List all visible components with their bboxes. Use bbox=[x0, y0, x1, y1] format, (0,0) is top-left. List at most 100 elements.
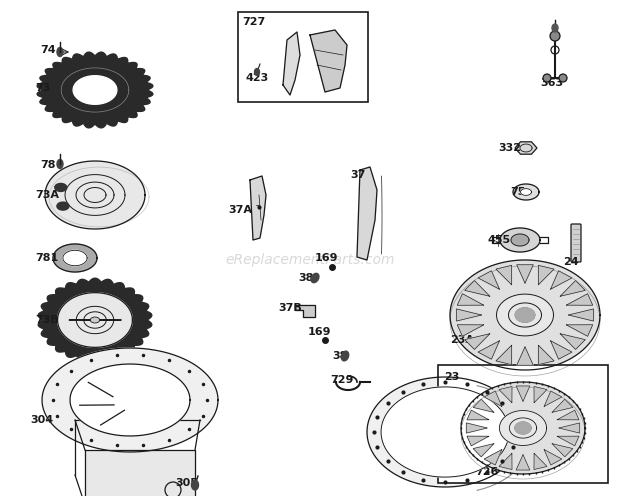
FancyBboxPatch shape bbox=[571, 224, 581, 262]
Polygon shape bbox=[250, 176, 266, 240]
Ellipse shape bbox=[55, 184, 67, 191]
Text: 305: 305 bbox=[175, 478, 198, 488]
Text: 781: 781 bbox=[35, 253, 58, 263]
Polygon shape bbox=[500, 411, 547, 445]
Polygon shape bbox=[538, 345, 554, 365]
Text: eReplacementParts.com: eReplacementParts.com bbox=[225, 253, 395, 267]
Polygon shape bbox=[283, 32, 300, 95]
Polygon shape bbox=[357, 167, 377, 260]
Polygon shape bbox=[515, 422, 531, 434]
Polygon shape bbox=[73, 76, 117, 104]
Polygon shape bbox=[559, 423, 580, 433]
Polygon shape bbox=[45, 161, 145, 229]
Text: 73B: 73B bbox=[35, 315, 59, 325]
Polygon shape bbox=[367, 377, 523, 487]
Text: 37: 37 bbox=[350, 170, 365, 180]
Polygon shape bbox=[484, 449, 502, 465]
Polygon shape bbox=[496, 265, 511, 285]
Polygon shape bbox=[458, 325, 484, 336]
Polygon shape bbox=[515, 308, 534, 322]
Polygon shape bbox=[544, 449, 562, 465]
Polygon shape bbox=[85, 450, 195, 496]
Ellipse shape bbox=[341, 351, 348, 361]
Circle shape bbox=[543, 74, 551, 82]
Ellipse shape bbox=[57, 160, 63, 169]
Polygon shape bbox=[70, 364, 190, 436]
Polygon shape bbox=[473, 399, 494, 412]
Text: 169: 169 bbox=[315, 253, 339, 263]
Polygon shape bbox=[515, 308, 534, 322]
Polygon shape bbox=[513, 184, 539, 200]
Polygon shape bbox=[521, 188, 531, 195]
Polygon shape bbox=[461, 382, 585, 474]
Polygon shape bbox=[544, 391, 562, 406]
Polygon shape bbox=[467, 436, 489, 446]
Polygon shape bbox=[569, 309, 593, 321]
Text: 1000: 1000 bbox=[415, 463, 446, 473]
Polygon shape bbox=[473, 444, 494, 457]
Ellipse shape bbox=[254, 68, 260, 75]
Polygon shape bbox=[510, 418, 537, 438]
Polygon shape bbox=[458, 294, 484, 305]
Text: 73A: 73A bbox=[35, 190, 59, 200]
Circle shape bbox=[559, 74, 567, 82]
Text: 23: 23 bbox=[444, 372, 459, 382]
Text: 78: 78 bbox=[40, 160, 56, 170]
Text: 304: 304 bbox=[30, 415, 53, 425]
Polygon shape bbox=[551, 271, 572, 289]
Text: 75: 75 bbox=[510, 187, 525, 197]
Polygon shape bbox=[58, 293, 133, 347]
Polygon shape bbox=[499, 386, 512, 403]
Text: 169: 169 bbox=[308, 327, 332, 337]
Ellipse shape bbox=[552, 24, 558, 32]
Polygon shape bbox=[63, 250, 87, 266]
Polygon shape bbox=[515, 142, 537, 154]
Polygon shape bbox=[534, 453, 547, 470]
Text: 363: 363 bbox=[540, 78, 563, 88]
Polygon shape bbox=[465, 334, 490, 349]
Polygon shape bbox=[560, 281, 585, 296]
Text: 74: 74 bbox=[40, 45, 56, 55]
Polygon shape bbox=[557, 436, 579, 446]
Text: 455: 455 bbox=[488, 235, 511, 245]
Circle shape bbox=[550, 31, 560, 41]
Polygon shape bbox=[38, 278, 152, 362]
Polygon shape bbox=[484, 391, 502, 406]
Text: 73: 73 bbox=[35, 83, 50, 93]
Text: 24: 24 bbox=[563, 257, 578, 267]
Text: 23A: 23A bbox=[450, 335, 474, 345]
Polygon shape bbox=[567, 325, 593, 336]
Text: 332: 332 bbox=[498, 143, 521, 153]
Polygon shape bbox=[295, 305, 315, 317]
Polygon shape bbox=[515, 422, 531, 434]
Bar bbox=[238, 12, 368, 102]
Polygon shape bbox=[560, 334, 585, 349]
Polygon shape bbox=[497, 294, 554, 336]
Polygon shape bbox=[516, 347, 533, 365]
Polygon shape bbox=[557, 410, 579, 420]
Polygon shape bbox=[465, 281, 490, 296]
Polygon shape bbox=[516, 265, 533, 283]
Polygon shape bbox=[500, 228, 540, 252]
Polygon shape bbox=[552, 444, 573, 457]
Ellipse shape bbox=[57, 48, 63, 57]
Ellipse shape bbox=[311, 273, 319, 283]
Text: 726: 726 bbox=[475, 467, 498, 477]
Polygon shape bbox=[450, 260, 600, 370]
Polygon shape bbox=[538, 265, 554, 285]
Polygon shape bbox=[381, 387, 509, 477]
Polygon shape bbox=[567, 294, 593, 305]
Polygon shape bbox=[478, 271, 500, 289]
Polygon shape bbox=[508, 303, 541, 327]
Text: 423: 423 bbox=[245, 73, 268, 83]
Polygon shape bbox=[310, 30, 347, 92]
Text: 38: 38 bbox=[332, 351, 347, 361]
Text: 37B: 37B bbox=[278, 303, 302, 313]
Text: 729: 729 bbox=[330, 375, 353, 385]
Polygon shape bbox=[53, 244, 97, 272]
Polygon shape bbox=[478, 341, 500, 359]
Text: 38: 38 bbox=[298, 273, 313, 283]
Ellipse shape bbox=[57, 202, 69, 210]
Polygon shape bbox=[516, 455, 530, 470]
Polygon shape bbox=[534, 386, 547, 403]
